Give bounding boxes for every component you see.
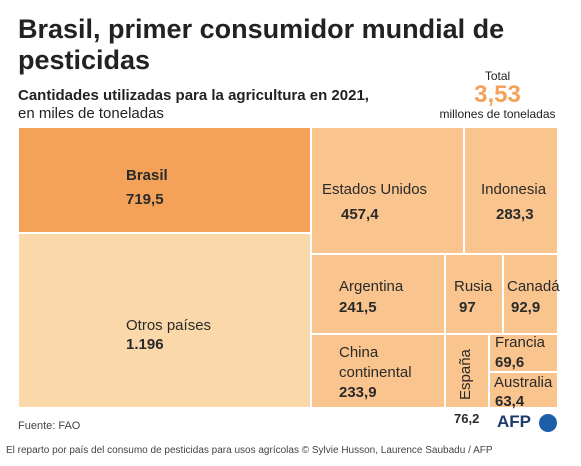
treemap-value: 92,9 [511, 299, 541, 316]
chart-subtitle: Cantidades utilizadas para la agricultur… [18, 87, 369, 123]
treemap-cell-5: Argentina 241,5 [311, 254, 445, 334]
treemap-label: Francia [495, 334, 546, 351]
subtitle-line-1: Cantidades utilizadas para la agricultur… [18, 87, 369, 104]
treemap-cell-1: Brasil 719,5 [18, 127, 311, 233]
total-box: Total 3,53 millones de toneladas [430, 69, 565, 121]
treemap-value: 719,5 [126, 191, 164, 208]
afp-logo-icon [539, 414, 557, 432]
treemap-cell-4: Indonesia 283,3 [464, 127, 558, 254]
treemap-value: 457,4 [341, 206, 379, 223]
treemap-cell-6: Rusia 97 [445, 254, 503, 334]
treemap-label: Australia [494, 374, 553, 391]
treemap-label: Argentina [339, 278, 404, 295]
treemap-value: 1.196 [126, 336, 164, 353]
subtitle-line-2: en miles de toneladas [18, 105, 164, 122]
treemap-label: Brasil [126, 167, 168, 184]
treemap-value: 233,9 [339, 384, 377, 401]
treemap-cell-7: Canadá 92,9 [503, 254, 560, 334]
total-value: 3,53 [474, 81, 521, 108]
image-caption: El reparto por país del consumo de pesti… [6, 445, 493, 456]
treemap-label: Rusia [454, 278, 493, 295]
treemap-cell-8: China continental 233,9 [311, 334, 445, 408]
treemap-label-vertical: España [457, 349, 474, 400]
afp-logo: AFP [497, 412, 531, 431]
treemap-cell-10: Francia 69,6 [489, 334, 558, 372]
treemap-value-outside: 76,2 [454, 411, 480, 426]
treemap-cell-3: Estados Unidos 457,4 [311, 127, 464, 254]
treemap-value: 97 [459, 299, 476, 316]
treemap-value: 69,6 [495, 354, 525, 371]
treemap-label: Indonesia [481, 181, 547, 198]
treemap-label: China continental [339, 344, 412, 381]
total-unit: millones de toneladas [439, 107, 556, 121]
treemap-cell-9 [445, 334, 489, 408]
total-label: Total [484, 69, 511, 83]
source-note: Fuente: FAO [18, 420, 81, 432]
chart-title: Brasil, primer consumidor mundial de pes… [18, 14, 505, 75]
treemap-cell-2: Otros países 1.196 [18, 233, 311, 408]
treemap-label: Estados Unidos [322, 181, 428, 198]
treemap-cell-11: Australia 63,4 [489, 372, 558, 410]
treemap-value: 241,5 [339, 299, 377, 316]
treemap-value: 63,4 [495, 393, 525, 410]
treemap-value: 283,3 [496, 206, 534, 223]
treemap-label: Otros países [126, 317, 212, 334]
treemap-label: Canadá [507, 278, 560, 295]
